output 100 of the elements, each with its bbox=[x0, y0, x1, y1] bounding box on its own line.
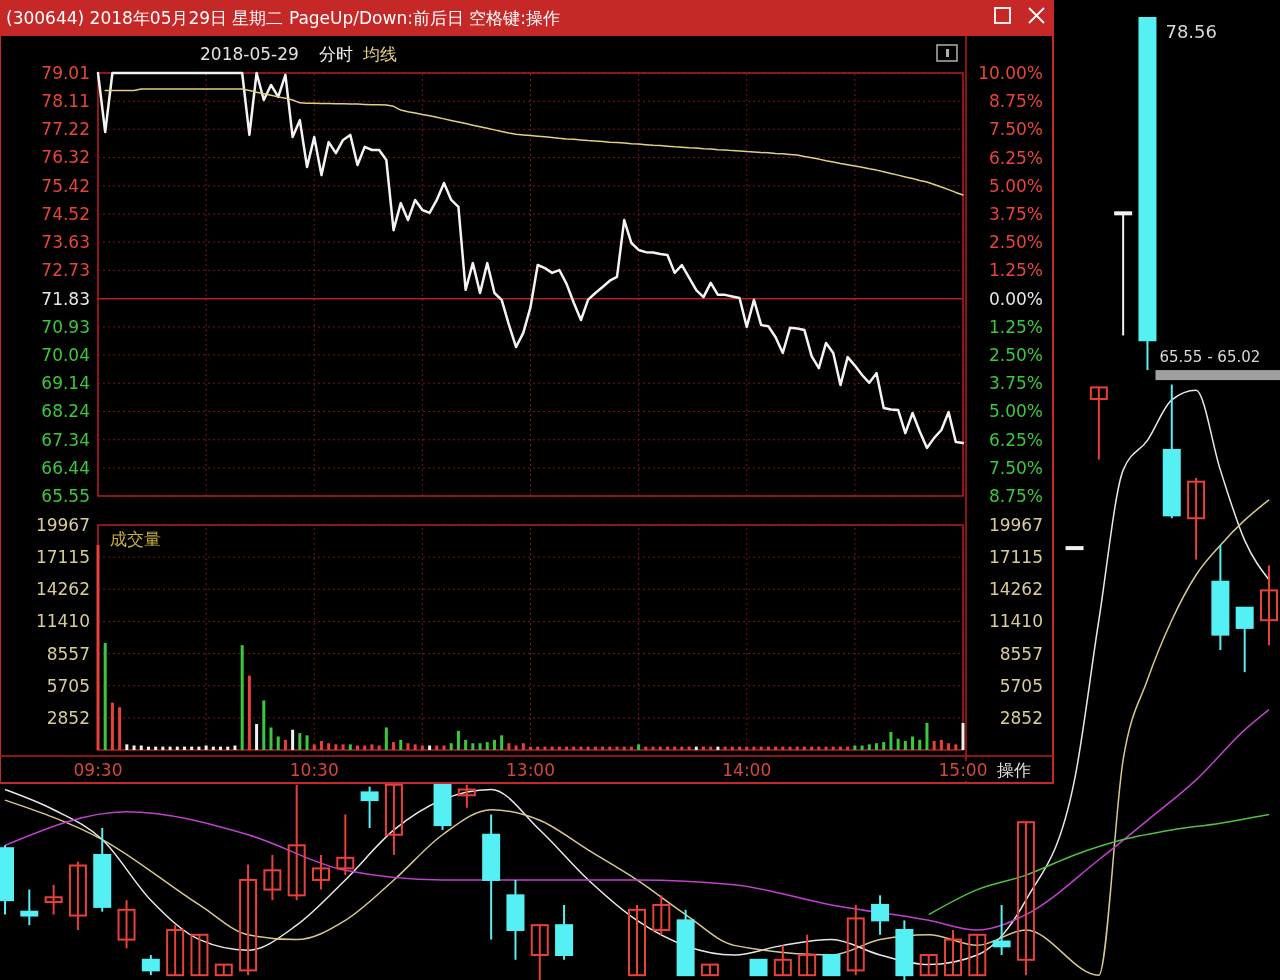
bar bbox=[464, 739, 468, 750]
candlestick bbox=[1089, 386, 1108, 461]
bar bbox=[262, 700, 266, 750]
bar bbox=[132, 745, 136, 750]
candlestick bbox=[992, 903, 1011, 956]
y2-tick-label: 7.50% bbox=[988, 457, 1043, 478]
y-tick-label: 66.44 bbox=[41, 457, 90, 478]
candlestick bbox=[68, 860, 87, 931]
bar bbox=[536, 746, 540, 750]
bar bbox=[384, 727, 388, 750]
y-tick-label: 69.14 bbox=[41, 373, 90, 394]
bar bbox=[745, 746, 749, 750]
bar bbox=[658, 746, 662, 750]
bar bbox=[471, 743, 475, 750]
candlestick bbox=[773, 944, 792, 977]
bar bbox=[759, 746, 763, 750]
bar bbox=[255, 724, 259, 750]
chart-title: 成交量 bbox=[110, 529, 161, 549]
bar bbox=[680, 746, 684, 750]
candlestick bbox=[360, 785, 379, 829]
bar bbox=[168, 746, 172, 750]
bar bbox=[449, 743, 453, 750]
bar bbox=[673, 746, 677, 750]
bar bbox=[247, 675, 251, 750]
x-tick-label: 09:30 bbox=[73, 760, 123, 780]
y-tick-label: 72.73 bbox=[41, 260, 90, 281]
candlestick bbox=[166, 924, 185, 977]
text: 均线 bbox=[362, 44, 398, 64]
candlestick bbox=[1114, 211, 1133, 337]
bar bbox=[478, 743, 482, 750]
candlestick bbox=[1016, 821, 1035, 977]
bar bbox=[608, 746, 612, 750]
bar bbox=[377, 745, 381, 750]
bar bbox=[204, 745, 208, 750]
candlestick bbox=[919, 953, 938, 977]
y-tick-label: 78.11 bbox=[41, 91, 90, 112]
y2-tick-label: 1.25% bbox=[988, 316, 1043, 337]
bar bbox=[118, 707, 122, 750]
bar bbox=[543, 746, 547, 750]
bar bbox=[240, 645, 244, 750]
bar bbox=[853, 745, 857, 750]
y-tick-label: 70.93 bbox=[41, 316, 90, 337]
bar bbox=[319, 740, 323, 750]
candlestick bbox=[336, 813, 355, 877]
bar bbox=[593, 746, 597, 750]
bar bbox=[824, 746, 828, 750]
bar bbox=[932, 740, 936, 750]
candlestick bbox=[384, 783, 403, 856]
candlestick bbox=[846, 903, 865, 977]
candlestick bbox=[530, 924, 549, 980]
candlestick bbox=[798, 933, 817, 977]
bar bbox=[233, 745, 237, 750]
bar bbox=[507, 743, 511, 750]
candlestick bbox=[117, 899, 136, 950]
candlestick bbox=[287, 783, 306, 902]
bar bbox=[586, 746, 590, 750]
candlestick bbox=[263, 853, 282, 902]
candlestick bbox=[822, 953, 841, 977]
y2-tick-label: 11410 bbox=[988, 611, 1043, 632]
bar bbox=[903, 740, 907, 750]
y2-tick-label: 2.50% bbox=[988, 344, 1043, 365]
bar bbox=[802, 746, 806, 750]
bar bbox=[961, 722, 965, 750]
y2-tick-label: 14262 bbox=[988, 579, 1043, 600]
y2-tick-label: 6.25% bbox=[988, 429, 1043, 450]
candlestick bbox=[1235, 606, 1254, 674]
y-tick-label: 65.55 bbox=[41, 485, 90, 506]
annotation: 操作 bbox=[997, 760, 1031, 780]
y-tick-label: 8557 bbox=[46, 643, 90, 664]
y-tick-label: 73.63 bbox=[41, 232, 90, 253]
bar bbox=[911, 736, 915, 750]
y2-tick-label: 6.25% bbox=[988, 147, 1043, 168]
bar bbox=[651, 746, 655, 750]
y2-tick-label: 2852 bbox=[999, 707, 1043, 728]
chart-subtitle: 2018-05-29 bbox=[200, 44, 299, 64]
bar bbox=[103, 642, 107, 750]
candlestick bbox=[141, 953, 160, 977]
bar bbox=[183, 746, 186, 750]
y2-tick-label: 8557 bbox=[999, 643, 1043, 664]
bar bbox=[817, 746, 821, 750]
bar bbox=[702, 746, 705, 750]
y-tick-label: 75.42 bbox=[41, 175, 90, 196]
bar bbox=[557, 746, 561, 750]
y2-tick-label: 19967 bbox=[988, 514, 1043, 535]
bar bbox=[291, 729, 295, 750]
candlestick bbox=[871, 894, 890, 936]
bar bbox=[312, 744, 316, 750]
candlestick bbox=[944, 928, 962, 977]
bar bbox=[716, 746, 720, 750]
bar bbox=[356, 745, 359, 750]
bar bbox=[622, 746, 626, 750]
bar bbox=[766, 746, 770, 750]
bar bbox=[226, 746, 230, 750]
candlestick bbox=[190, 933, 209, 977]
y2-tick-label: 2.50% bbox=[988, 232, 1043, 253]
y-tick-label: 2852 bbox=[46, 707, 90, 728]
bar bbox=[305, 735, 309, 750]
y2-tick-label: 5.00% bbox=[988, 401, 1043, 422]
bar bbox=[276, 736, 280, 750]
candlestick bbox=[968, 933, 987, 977]
